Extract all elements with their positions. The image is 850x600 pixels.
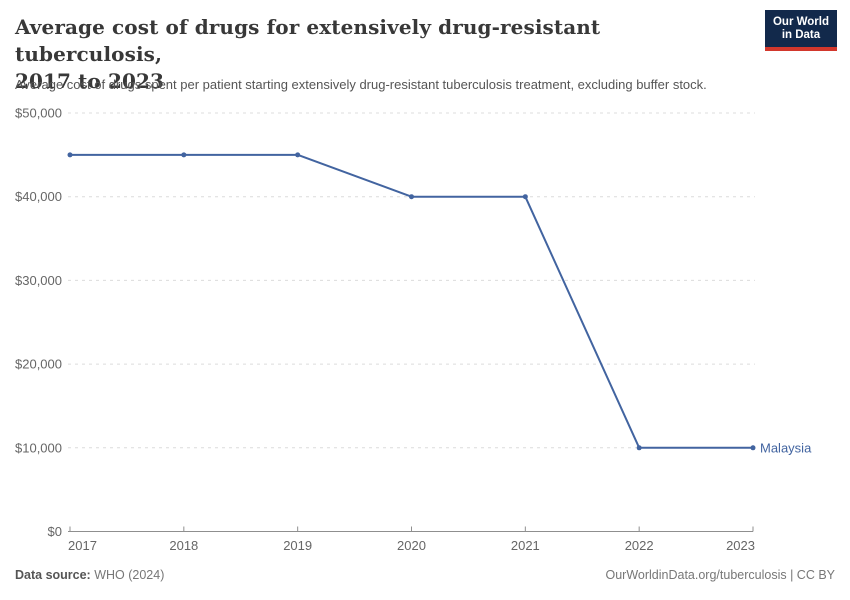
x-axis-labels: 2017 2018 2019 2020 2021 2022 2023 bbox=[68, 538, 755, 553]
x-tick-label: 2022 bbox=[625, 538, 654, 553]
chart-title-line2: 2017 to 2023 bbox=[15, 69, 165, 93]
x-tick-label: 2018 bbox=[169, 538, 198, 553]
chart-subtitle: Average cost of drugs spent per patient … bbox=[15, 77, 707, 92]
x-tick-label: 2020 bbox=[397, 538, 426, 553]
data-point[interactable] bbox=[750, 445, 756, 451]
x-axis bbox=[68, 526, 754, 532]
data-source-value: WHO (2024) bbox=[94, 568, 165, 582]
y-tick-label: $40,000 bbox=[15, 189, 62, 204]
attribution-link[interactable]: OurWorldinData.org/tuberculosis | CC BY bbox=[605, 568, 836, 582]
line-chart-canvas[interactable]: $0 $10,000 $20,000 $30,000 $40,000 $50,000 201… bbox=[0, 0, 850, 560]
x-tick-label: 2019 bbox=[283, 538, 312, 553]
data-point[interactable] bbox=[522, 194, 528, 200]
x-tick-label: 2021 bbox=[511, 538, 540, 553]
y-axis-labels: $0 $10,000 $20,000 $30,000 $40,000 $50,000 bbox=[15, 106, 62, 540]
x-tick-label: 2023 bbox=[726, 538, 755, 553]
owid-logo-line2: in Data bbox=[781, 29, 821, 41]
data-source: Data source: WHO (2024) bbox=[15, 568, 164, 582]
owid-logo[interactable]: Our World in Data bbox=[764, 10, 837, 51]
y-tick-label: $30,000 bbox=[15, 273, 62, 288]
data-point[interactable] bbox=[67, 152, 73, 158]
y-tick-label: $20,000 bbox=[15, 357, 62, 372]
y-tick-label: $50,000 bbox=[15, 106, 62, 121]
data-point[interactable] bbox=[409, 194, 414, 200]
data-point[interactable] bbox=[295, 152, 301, 158]
y-gridlines bbox=[68, 112, 755, 449]
series-malaysia[interactable]: Malaysia bbox=[67, 152, 813, 455]
y-tick-label: $0 bbox=[48, 524, 62, 539]
data-point[interactable] bbox=[636, 445, 642, 451]
data-source-label: Data source: bbox=[15, 568, 91, 582]
x-tick-label: 2017 bbox=[68, 538, 97, 553]
chart-title: Average cost of drugs for extensively dr… bbox=[15, 14, 745, 95]
entity-label-malaysia[interactable]: Malaysia bbox=[760, 440, 812, 455]
owid-logo-line1: Our World bbox=[772, 16, 829, 28]
y-tick-label: $10,000 bbox=[15, 440, 62, 455]
chart-title-line1: Average cost of drugs for extensively dr… bbox=[15, 15, 601, 66]
data-point[interactable] bbox=[181, 152, 187, 158]
